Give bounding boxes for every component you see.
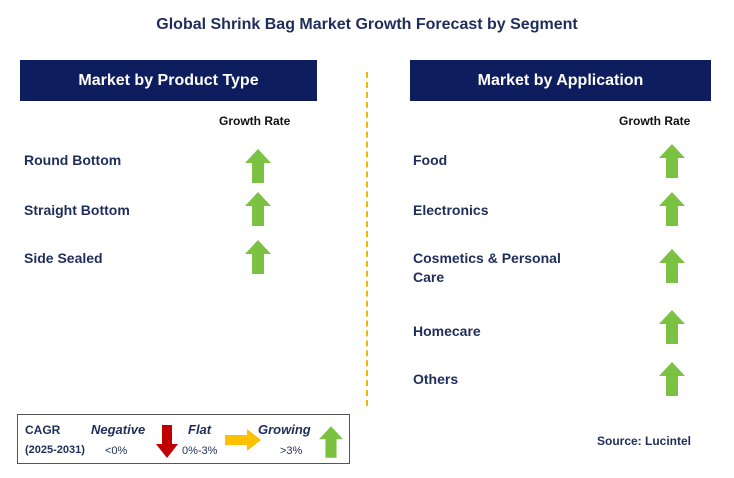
legend-growing-label: Growing: [258, 422, 311, 437]
product-item-round-bottom: Round Bottom: [24, 152, 122, 168]
application-item-food: Food: [413, 152, 448, 168]
legend-negative-label: Negative: [91, 422, 146, 437]
growing-arrow-icon: [245, 240, 271, 274]
growing-arrow-icon: [659, 249, 685, 283]
cagr-legend: CAGR (2025-2031) Negative <0% Flat 0%-3%…: [17, 414, 350, 464]
application-header: Market by Application: [410, 60, 711, 101]
application-growth-rate-label: Growth Rate: [619, 114, 691, 128]
negative-arrow-icon: [156, 425, 178, 458]
flat-arrow-icon: [225, 429, 261, 451]
application-item-electronics: Electronics: [413, 202, 489, 218]
growing-arrow-icon: [245, 149, 271, 183]
legend-flat-range: 0%-3%: [182, 445, 218, 457]
application-item-cosmetics: Cosmetics & Personal Care: [413, 250, 561, 285]
legend-cagr-label: CAGR: [25, 423, 61, 437]
growing-arrow-icon: [245, 192, 271, 226]
product-item-side-sealed: Side Sealed: [24, 250, 103, 266]
growing-arrow-icon: [659, 144, 685, 178]
page-title: Global Shrink Bag Market Growth Forecast…: [156, 16, 578, 33]
product-growth-rate-label: Growth Rate: [219, 114, 291, 128]
legend-years: (2025-2031): [25, 444, 85, 456]
application-item-others: Others: [413, 371, 459, 387]
legend-negative-range: <0%: [105, 445, 128, 457]
growing-arrow-icon: [659, 192, 685, 226]
legend-growing-range: >3%: [280, 445, 303, 457]
legend-flat-label: Flat: [188, 422, 212, 437]
source-note: Source: Lucintel: [597, 434, 692, 448]
product-type-header: Market by Product Type: [20, 60, 317, 101]
panel-divider: [366, 72, 368, 406]
growing-arrow-icon: [659, 362, 685, 396]
growing-arrow-icon: [319, 426, 343, 458]
application-item-homecare: Homecare: [413, 323, 481, 339]
product-item-straight-bottom: Straight Bottom: [24, 202, 130, 218]
growing-arrow-icon: [659, 310, 685, 344]
